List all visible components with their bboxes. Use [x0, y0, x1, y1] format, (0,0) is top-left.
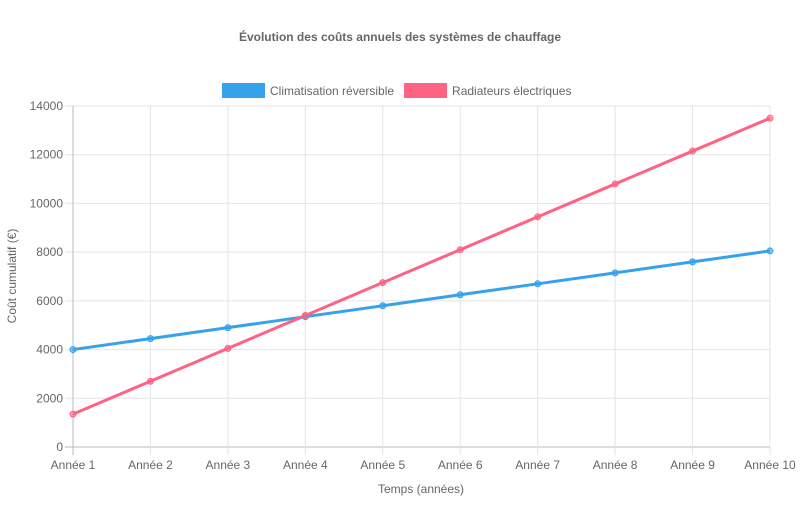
data-point[interactable]: [689, 258, 697, 266]
data-point[interactable]: [766, 114, 774, 122]
y-tick-label: 2000: [36, 391, 63, 405]
data-point[interactable]: [611, 269, 619, 277]
data-point[interactable]: [534, 213, 542, 221]
data-point[interactable]: [146, 335, 154, 343]
data-point[interactable]: [224, 344, 232, 352]
series-line: [72, 249, 771, 352]
x-axis-ticks: Année 1 Année 2 Année 3 Année 4 Année 5 Année…: [51, 458, 796, 472]
y-tick-label: 4000: [36, 343, 63, 357]
y-axis-ticks: 0 2000 4000 6000 8000 10000 12000 14000: [30, 99, 64, 454]
data-point[interactable]: [69, 410, 77, 418]
legend-label[interactable]: Radiateurs électriques: [452, 84, 571, 98]
y-tick-label: 12000: [30, 148, 64, 162]
x-tick-label: Année 5: [360, 458, 405, 472]
series-line: [72, 116, 771, 416]
data-point[interactable]: [146, 377, 154, 385]
y-tick-label: 6000: [36, 294, 63, 308]
data-point[interactable]: [689, 147, 697, 155]
x-tick-label: Année 10: [744, 458, 796, 472]
x-tick-label: Année 6: [438, 458, 483, 472]
data-point[interactable]: [766, 247, 774, 255]
x-tick-label: Année 4: [283, 458, 328, 472]
data-point[interactable]: [456, 291, 464, 299]
data-point[interactable]: [611, 180, 619, 188]
data-point[interactable]: [534, 280, 542, 288]
chart-title: Évolution des coûts annuels des systèmes…: [239, 29, 561, 44]
x-tick-label: Année 7: [515, 458, 560, 472]
legend-swatch: [404, 83, 448, 98]
x-tick-label: Année 3: [206, 458, 251, 472]
grid: [65, 105, 771, 455]
x-axis-label: Temps (années): [378, 482, 464, 496]
data-point[interactable]: [301, 311, 309, 319]
legend: Climatisation réversible Radiateurs élect…: [222, 83, 571, 98]
x-tick-label: Année 2: [128, 458, 173, 472]
data-point[interactable]: [224, 324, 232, 332]
x-tick-label: Année 1: [51, 458, 96, 472]
y-axis-label: Coût cumulatif (€): [5, 229, 19, 324]
y-tick-label: 0: [56, 440, 63, 454]
data-point[interactable]: [379, 302, 387, 310]
y-tick-label: 8000: [36, 245, 63, 259]
legend-swatch: [222, 83, 265, 98]
x-tick-label: Année 9: [670, 458, 715, 472]
y-tick-label: 14000: [30, 99, 64, 113]
data-point[interactable]: [69, 346, 77, 354]
x-tick-label: Année 8: [593, 458, 638, 472]
data-point[interactable]: [456, 246, 464, 254]
series-layer: [69, 114, 774, 418]
data-point[interactable]: [379, 279, 387, 287]
legend-label[interactable]: Climatisation réversible: [270, 84, 394, 98]
y-tick-label: 10000: [30, 196, 64, 210]
